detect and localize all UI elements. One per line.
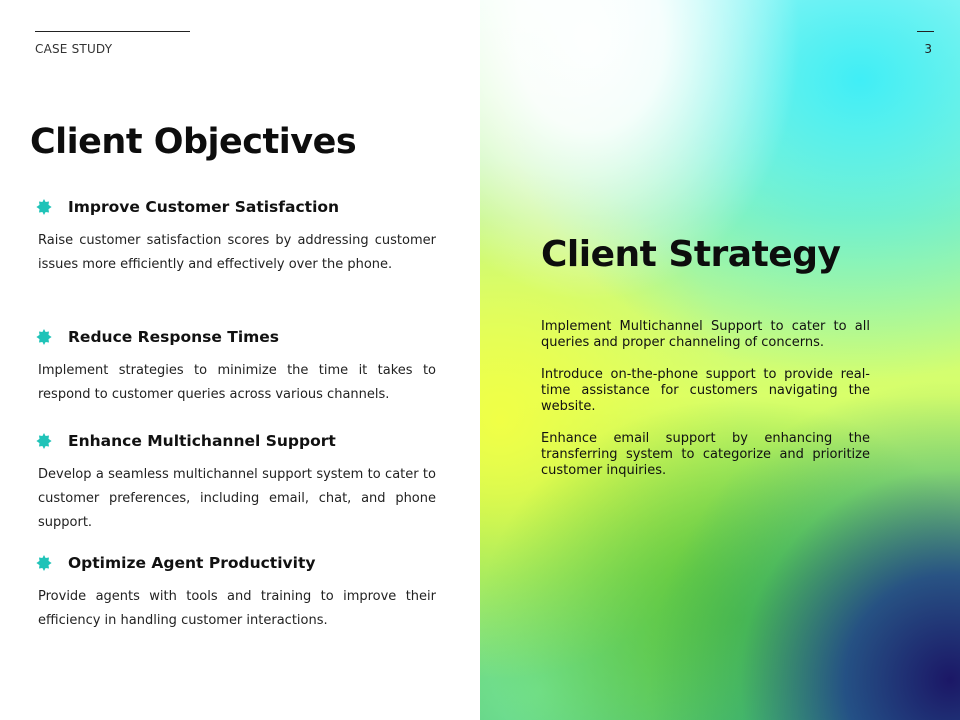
badge-shape — [36, 555, 52, 571]
badge-shape — [36, 433, 52, 449]
objective-description: Raise customer satisfaction scores by ad… — [38, 233, 436, 272]
objective-description: Develop a seamless multichannel support … — [38, 467, 436, 530]
objective-header: Enhance Multichannel Support — [36, 429, 436, 453]
badge-icon — [36, 329, 52, 345]
page-number-divider — [917, 31, 934, 32]
objectives-panel — [0, 0, 480, 720]
objectives-title: Client Objectives — [30, 122, 357, 162]
objective-item: Optimize Agent Productivity Provide agen… — [36, 551, 436, 633]
objective-header: Reduce Response Times — [36, 325, 436, 349]
badge-icon — [36, 555, 52, 571]
badge-icon — [36, 199, 52, 215]
header-divider — [35, 31, 190, 32]
strategy-title: Client Strategy — [541, 234, 841, 275]
objective-item: Improve Customer Satisfaction Raise cust… — [36, 195, 436, 277]
strategy-paragraph: Introduce on-the-phone support to provid… — [541, 367, 870, 414]
page-number: 3 — [924, 42, 932, 56]
strategy-paragraph: Enhance email support by enhancing the t… — [541, 431, 870, 478]
badge-shape — [36, 199, 52, 215]
objective-title: Optimize Agent Productivity — [68, 554, 316, 572]
objective-description: Provide agents with tools and training t… — [38, 589, 436, 628]
strategy-gradient-panel — [480, 0, 960, 720]
objective-item: Reduce Response Times Implement strategi… — [36, 325, 436, 407]
objective-description: Implement strategies to minimize the tim… — [38, 363, 436, 402]
objective-title: Enhance Multichannel Support — [68, 432, 336, 450]
section-label: CASE STUDY — [35, 42, 113, 56]
strategy-paragraph: Implement Multichannel Support to cater … — [541, 319, 870, 350]
objective-header: Improve Customer Satisfaction — [36, 195, 436, 219]
badge-shape — [36, 329, 52, 345]
badge-icon — [36, 433, 52, 449]
objective-title: Reduce Response Times — [68, 328, 280, 346]
objective-item: Enhance Multichannel Support Develop a s… — [36, 429, 436, 535]
objective-title: Improve Customer Satisfaction — [68, 198, 340, 216]
objective-header: Optimize Agent Productivity — [36, 551, 436, 575]
